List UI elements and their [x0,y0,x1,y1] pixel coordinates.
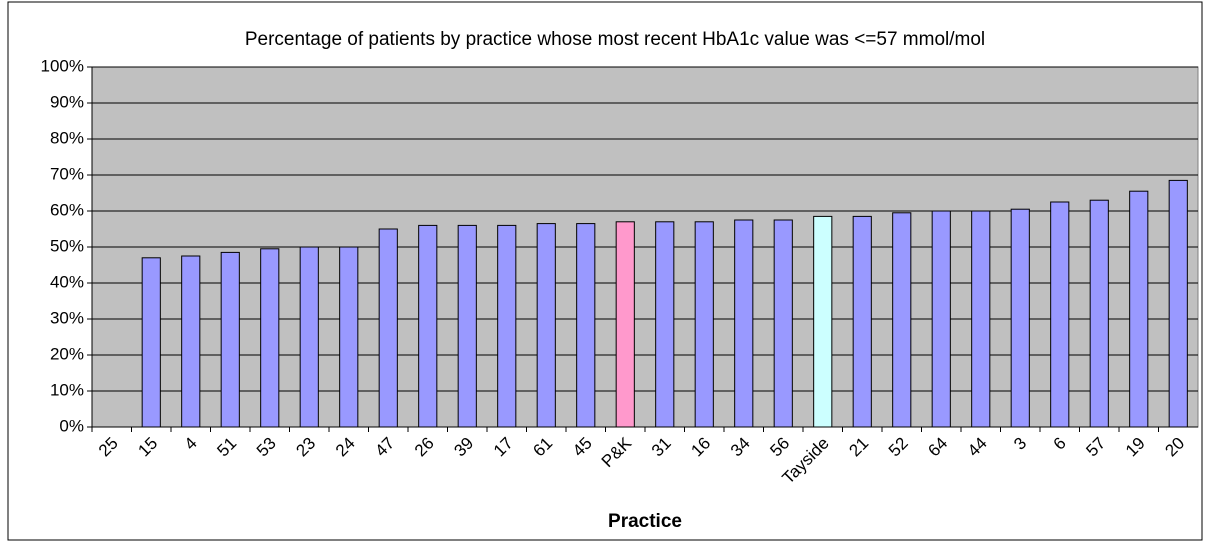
bar [418,224,438,428]
bar [378,228,398,428]
y-tick-label: 40% [50,272,84,291]
bar [576,223,596,428]
y-tick-label: 20% [50,344,84,363]
bar [971,210,991,428]
y-tick-label: 30% [50,308,84,327]
bar [1129,190,1149,428]
y-tick-label: 50% [50,236,84,255]
bar [852,215,872,428]
y-tick-label: 60% [50,200,84,219]
y-tick-label: 70% [50,164,84,183]
bar [1050,201,1070,428]
bar [773,219,793,428]
bar [694,221,714,428]
bar [141,257,161,428]
bar [1168,179,1188,428]
chart-title: Percentage of patients by practice whose… [245,29,985,50]
bar [931,210,951,428]
y-tick-label: 0% [59,416,84,435]
bar [457,224,477,428]
bar [339,246,359,428]
y-tick-label: 100% [41,56,84,75]
bar [220,251,240,428]
bar [536,223,556,428]
bar [1089,199,1109,428]
y-tick-label: 10% [50,380,84,399]
x-axis-label: Practice [608,511,682,532]
bar [734,219,754,428]
bar [497,224,517,428]
bar [1010,208,1030,428]
bar [260,248,280,428]
y-tick-label: 80% [50,128,84,147]
bar [181,255,201,428]
bar [299,246,319,428]
bar [655,221,675,428]
bar [813,215,833,428]
bar [615,221,635,428]
bar [892,212,912,428]
y-tick-label: 90% [50,92,84,111]
